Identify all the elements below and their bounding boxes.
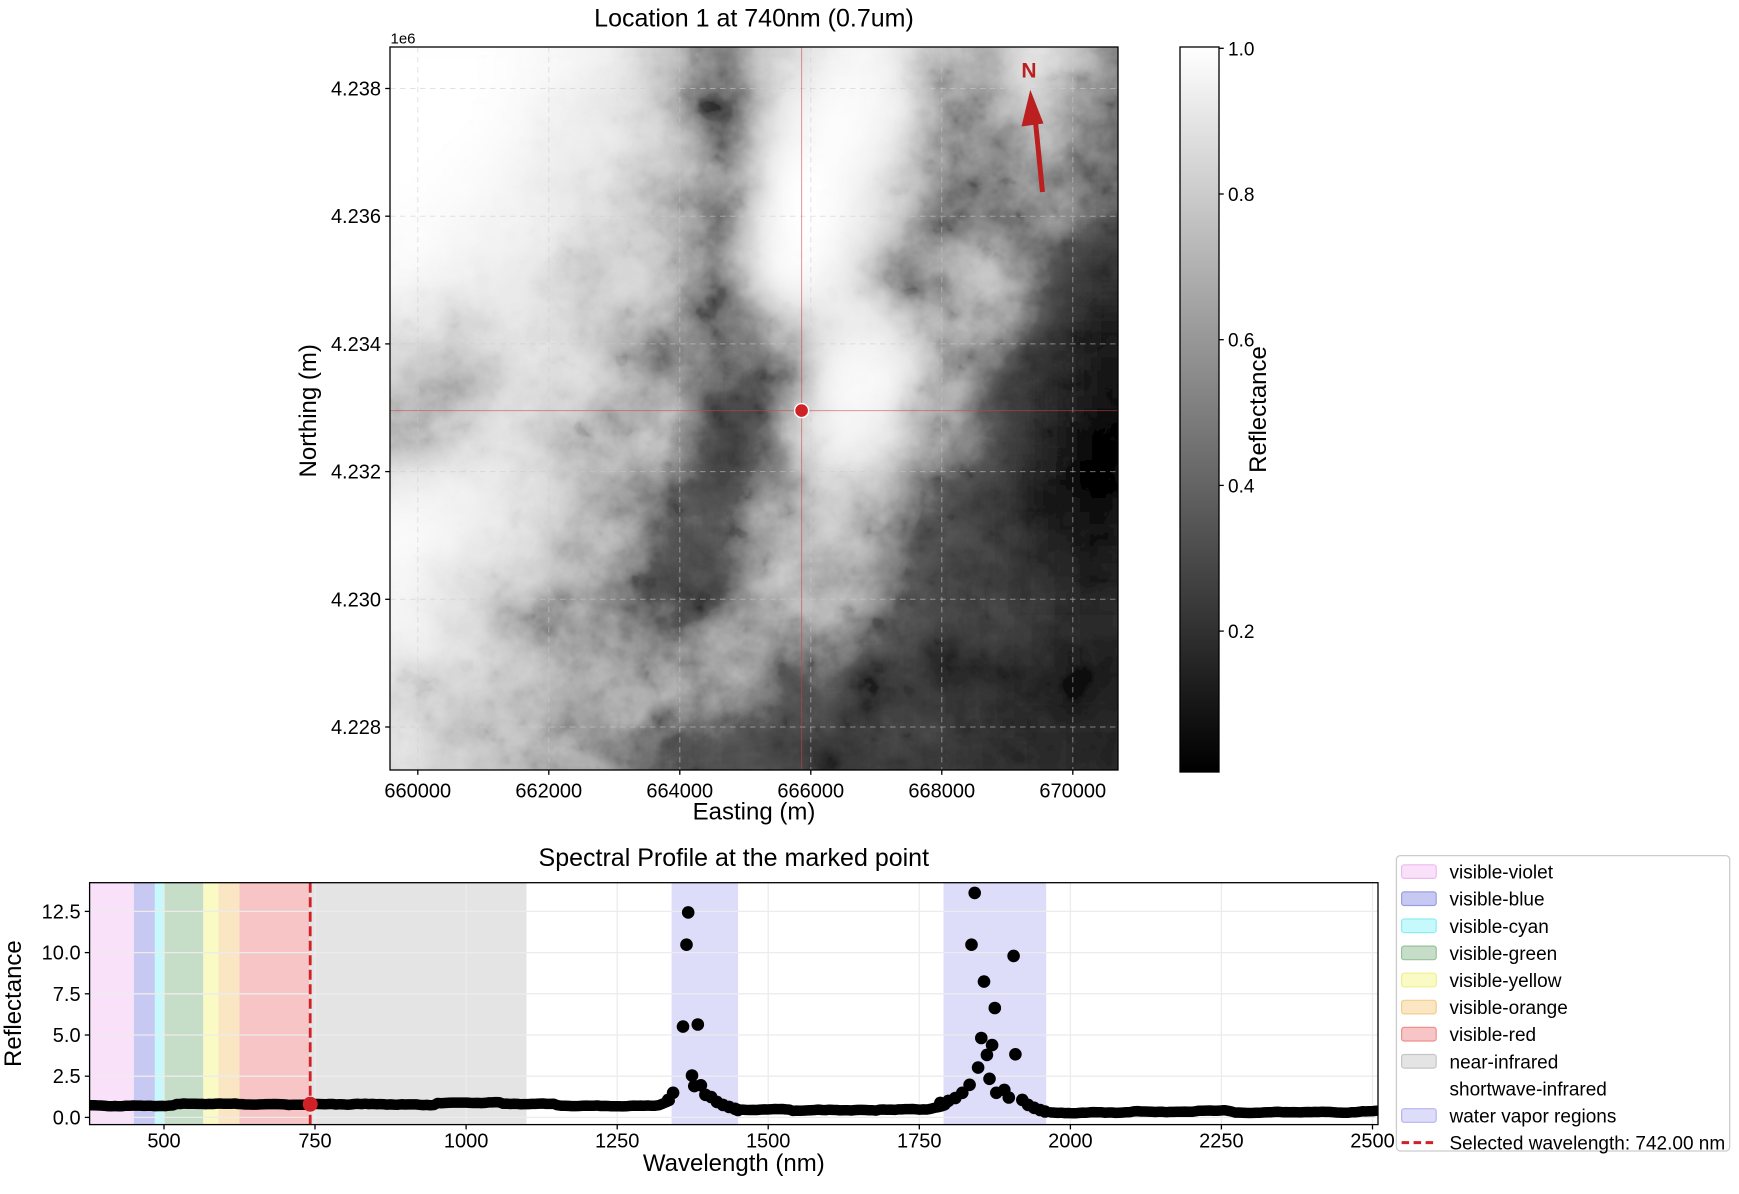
svg-text:662000: 662000: [515, 781, 582, 803]
svg-text:5.0: 5.0: [53, 1025, 81, 1047]
svg-text:Reflectance: Reflectance: [1245, 346, 1272, 473]
svg-text:660000: 660000: [384, 781, 451, 803]
svg-text:visible-blue: visible-blue: [1450, 890, 1545, 911]
svg-text:668000: 668000: [908, 781, 975, 803]
svg-text:0.6: 0.6: [1228, 331, 1254, 352]
svg-text:4.228: 4.228: [331, 717, 381, 739]
svg-text:4.230: 4.230: [331, 589, 381, 611]
svg-text:shortwave-infrared: shortwave-infrared: [1450, 1079, 1607, 1100]
svg-text:500: 500: [147, 1131, 180, 1153]
svg-text:Easting (m): Easting (m): [693, 799, 816, 826]
svg-text:0.4: 0.4: [1228, 476, 1255, 497]
svg-text:visible-yellow: visible-yellow: [1450, 971, 1562, 992]
svg-text:666000: 666000: [777, 781, 844, 803]
svg-text:Spectral Profile at the marked: Spectral Profile at the marked point: [539, 844, 930, 872]
svg-text:visible-orange: visible-orange: [1450, 998, 1568, 1019]
svg-text:1000: 1000: [444, 1131, 489, 1153]
svg-text:4.238: 4.238: [331, 79, 381, 101]
svg-text:N: N: [1021, 60, 1036, 83]
svg-text:visible-red: visible-red: [1450, 1025, 1537, 1046]
svg-text:10.0: 10.0: [42, 943, 81, 965]
svg-text:2250: 2250: [1199, 1131, 1244, 1153]
svg-text:Selected wavelength: 742.00 nm: Selected wavelength: 742.00 nm: [1450, 1134, 1726, 1155]
svg-text:near-infrared: near-infrared: [1450, 1052, 1559, 1073]
svg-text:0.2: 0.2: [1228, 622, 1254, 643]
svg-text:1e6: 1e6: [391, 31, 416, 48]
svg-text:Wavelength (nm): Wavelength (nm): [643, 1150, 825, 1177]
svg-text:0.0: 0.0: [53, 1107, 81, 1129]
svg-text:1500: 1500: [746, 1131, 791, 1153]
svg-text:750: 750: [298, 1131, 331, 1153]
svg-text:0.8: 0.8: [1228, 185, 1254, 206]
svg-text:670000: 670000: [1039, 781, 1106, 803]
svg-text:visible-green: visible-green: [1450, 944, 1558, 965]
svg-text:7.5: 7.5: [53, 984, 81, 1006]
svg-text:1750: 1750: [897, 1131, 942, 1153]
svg-text:4.232: 4.232: [331, 462, 381, 484]
svg-text:4.236: 4.236: [331, 206, 381, 228]
svg-text:12.5: 12.5: [42, 901, 81, 923]
svg-text:1.0: 1.0: [1228, 39, 1254, 60]
svg-text:Location 1 at 740nm (0.7um): Location 1 at 740nm (0.7um): [594, 5, 914, 33]
svg-text:Northing (m): Northing (m): [295, 344, 322, 477]
svg-text:water vapor regions: water vapor regions: [1449, 1107, 1617, 1128]
svg-text:664000: 664000: [646, 781, 713, 803]
svg-text:2000: 2000: [1048, 1131, 1093, 1153]
svg-text:1250: 1250: [595, 1131, 640, 1153]
svg-text:visible-cyan: visible-cyan: [1450, 917, 1549, 938]
svg-text:visible-violet: visible-violet: [1450, 863, 1554, 884]
svg-text:4.234: 4.234: [331, 334, 381, 356]
svg-text:Reflectance: Reflectance: [0, 940, 27, 1067]
svg-text:2500: 2500: [1350, 1131, 1395, 1153]
svg-text:2.5: 2.5: [53, 1066, 81, 1088]
